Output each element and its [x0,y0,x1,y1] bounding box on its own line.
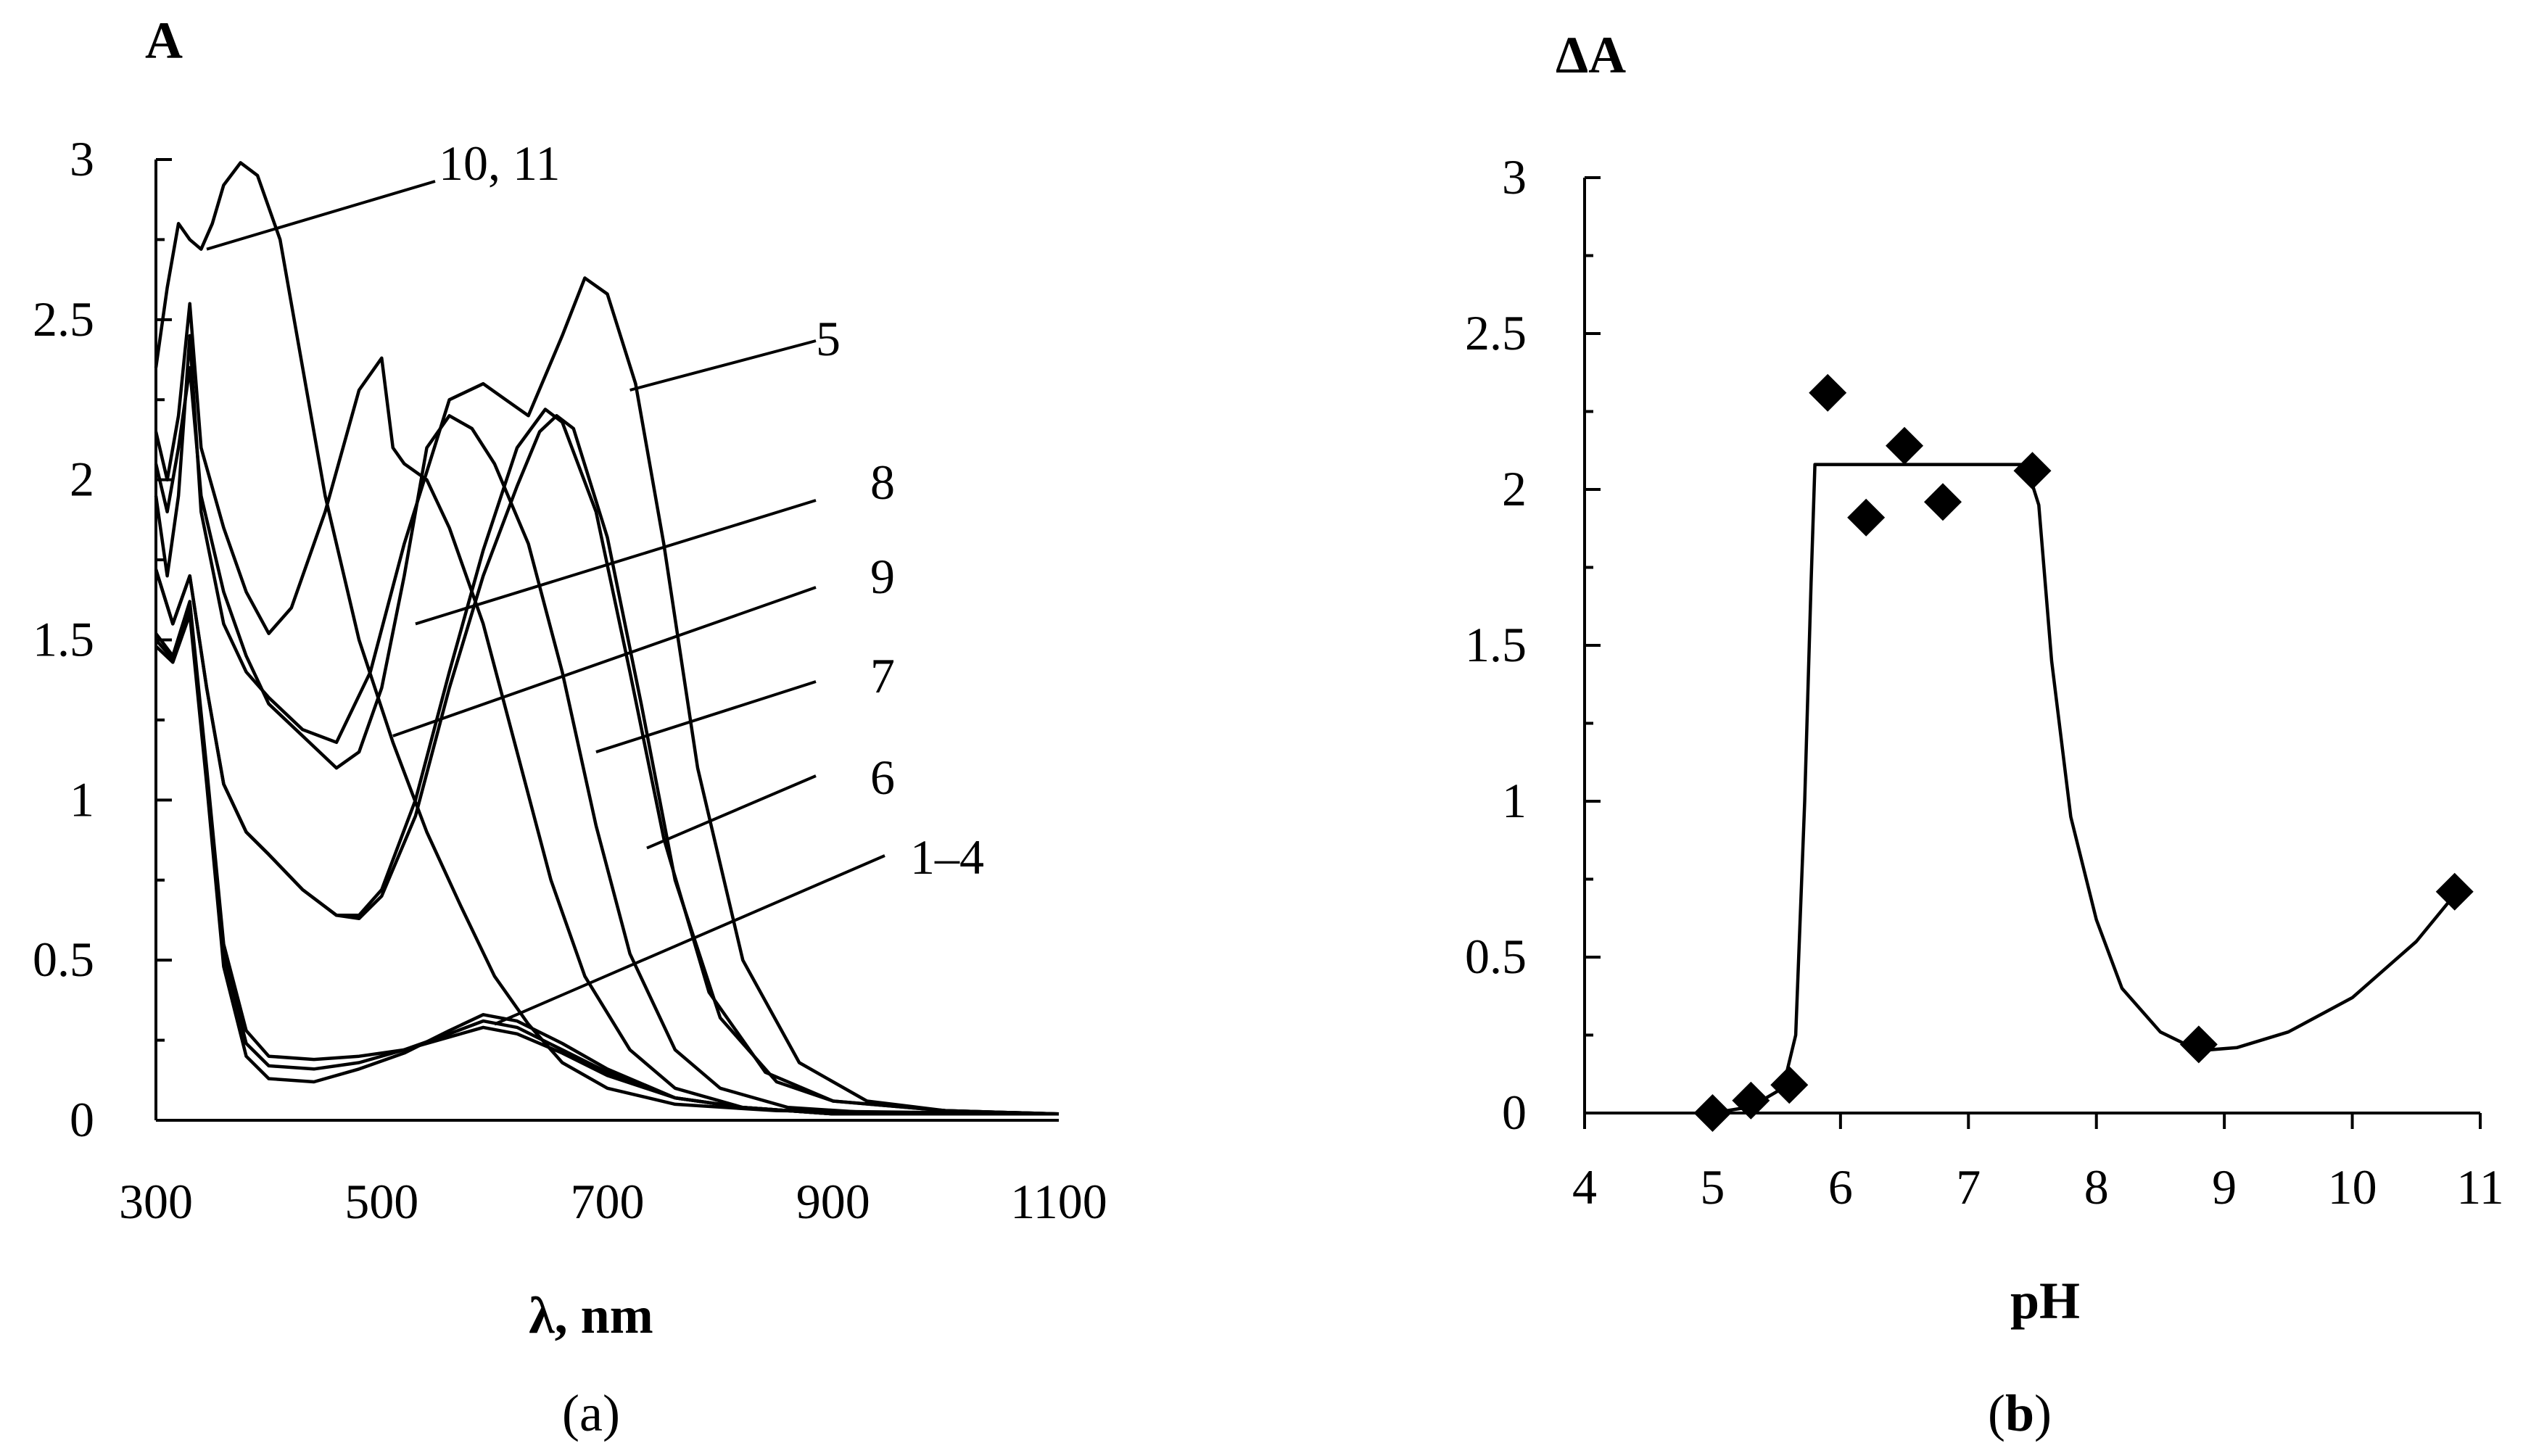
panel-a-x-tick-label: 700 [571,1174,645,1229]
panel-a-leader-line [392,586,817,737]
panel-b-data-point [1924,483,1962,521]
panel-b-x-axis-label: pH [2010,1272,2080,1330]
panel-b-x-tick-label: 7 [1956,1159,1981,1215]
panel-a-y-tick-labels: 0 0.5 1 1.5 2 2.5 3 [33,131,94,1147]
panel-b-data-point [1809,373,1847,412]
panel-a-leader-line [206,180,436,251]
panel-b-axes [1583,176,2482,1129]
panel-a-y-tick-label: 2.5 [33,291,94,347]
panel-a-x-tick-label: 500 [344,1174,418,1229]
panel-a-curve-6 [154,414,1060,1116]
panel-b-data-point [2179,1025,2218,1064]
panel-b-data-points [1693,373,2474,1132]
panel-b-caption-letter: b [2005,1384,2034,1442]
panel-a-x-tick-label: 900 [796,1174,870,1229]
panel-a-leader-line [646,774,817,850]
panel-a-y-axis-label: A [145,12,183,70]
panel-a-curve-label: 1–4 [910,830,984,885]
panel-b-x-tick-label: 4 [1572,1159,1597,1215]
panel-a-leader-line [629,339,817,392]
panel-a-y-tick-label: 0 [70,1092,94,1147]
panel-a-caption: (a) [562,1384,620,1442]
panel-a-spectra-chart: A 0 0.5 1 1.5 2 2.5 3 300 500 700 900 1100 10, 11 5… [33,12,1107,1442]
panel-a-curve-label: 7 [870,648,895,703]
panel-a-y-tick-label: 0.5 [33,932,94,987]
panel-a-x-tick-labels: 300 500 700 900 1100 [119,1174,1107,1229]
panel-b-x-tick-label: 8 [2084,1159,2109,1215]
panel-a-leader-line [595,680,817,753]
panel-b-x-tick-label: 5 [1700,1159,1725,1215]
panel-a-curve-label: 10, 11 [439,136,560,191]
panel-a-x-tick-label: 300 [119,1174,193,1229]
panel-a-curve-7 [154,408,1060,1116]
panel-a-curve-labels: 10, 11 5 8 9 7 6 1–4 [206,136,984,1026]
panel-b-y-tick-label: 0.5 [1465,929,1527,984]
panel-a-leader-line [494,854,885,1026]
panel-b-x-tick-label: 9 [2212,1159,2237,1215]
panel-b-data-point [2435,872,2474,911]
panel-b-y-tick-labels: 0 0.5 1 1.5 2 2.5 3 [1465,149,1527,1140]
panel-b-data-point [1732,1081,1770,1120]
panel-b-caption-close: ) [2034,1384,2052,1442]
panel-b-delta-a-vs-ph-chart: ΔA 0 0.5 1 1.5 2 2.5 3 4 5 6 7 8 9 10 11 pH (b) [1465,26,2504,1442]
panel-a-curve-9 [154,365,1059,1116]
panel-b-data-point [1770,1066,1809,1104]
panel-a-curve-10-11 [154,161,1060,1116]
panel-a-curve-label: 8 [870,455,895,510]
panel-b-data-point [1886,426,1924,465]
panel-b-x-tick-label: 6 [1828,1159,1853,1215]
panel-b-y-tick-label: 0 [1502,1085,1527,1140]
panel-a-axes [154,158,1059,1122]
panel-a-curve-8 [154,302,1059,1116]
panel-b-y-tick-label: 2.5 [1465,305,1527,360]
panel-b-y-tick-label: 3 [1502,149,1527,204]
panel-b-caption: (b) [1988,1384,2052,1442]
panel-a-curve-5 [154,276,1060,1116]
panel-a-y-tick-label: 3 [70,131,94,186]
panel-a-curves [154,161,1060,1116]
panel-a-curve-label: 9 [870,549,895,604]
panel-a-x-tick-label: 1100 [1010,1174,1107,1229]
panel-b-fit-line [1712,463,2456,1115]
panel-b-caption-open: ( [1988,1384,2005,1442]
panel-a-y-tick-label: 2 [70,452,94,507]
panel-b-data-point [1847,498,1886,537]
panel-b-fit-curve [1712,463,2456,1115]
panel-a-y-tick-label: 1.5 [33,612,94,667]
panel-b-y-tick-label: 2 [1502,461,1527,516]
panel-a-y-tick-label: 1 [70,772,94,827]
panel-a-caption-close: ) [603,1384,620,1442]
panel-a-leader-line [415,499,817,626]
panel-b-x-tick-labels: 4 5 6 7 8 9 10 11 [1572,1159,2504,1215]
panel-b-y-tick-label: 1.5 [1465,617,1527,672]
panel-a-x-axis-label: λ, nm [529,1286,653,1344]
panel-b-x-tick-label: 10 [2328,1159,2377,1215]
panel-a-curve-label: 6 [870,750,895,805]
panel-a-caption-letter: a [579,1384,603,1442]
panel-a-caption-open: ( [562,1384,579,1442]
panel-b-y-axis-label: ΔA [1556,26,1626,84]
panel-b-data-point [2013,452,2052,490]
panel-b-x-tick-label: 11 [2456,1159,2503,1215]
panel-a-curve-label: 5 [816,311,841,366]
panel-b-y-tick-label: 1 [1502,773,1527,828]
